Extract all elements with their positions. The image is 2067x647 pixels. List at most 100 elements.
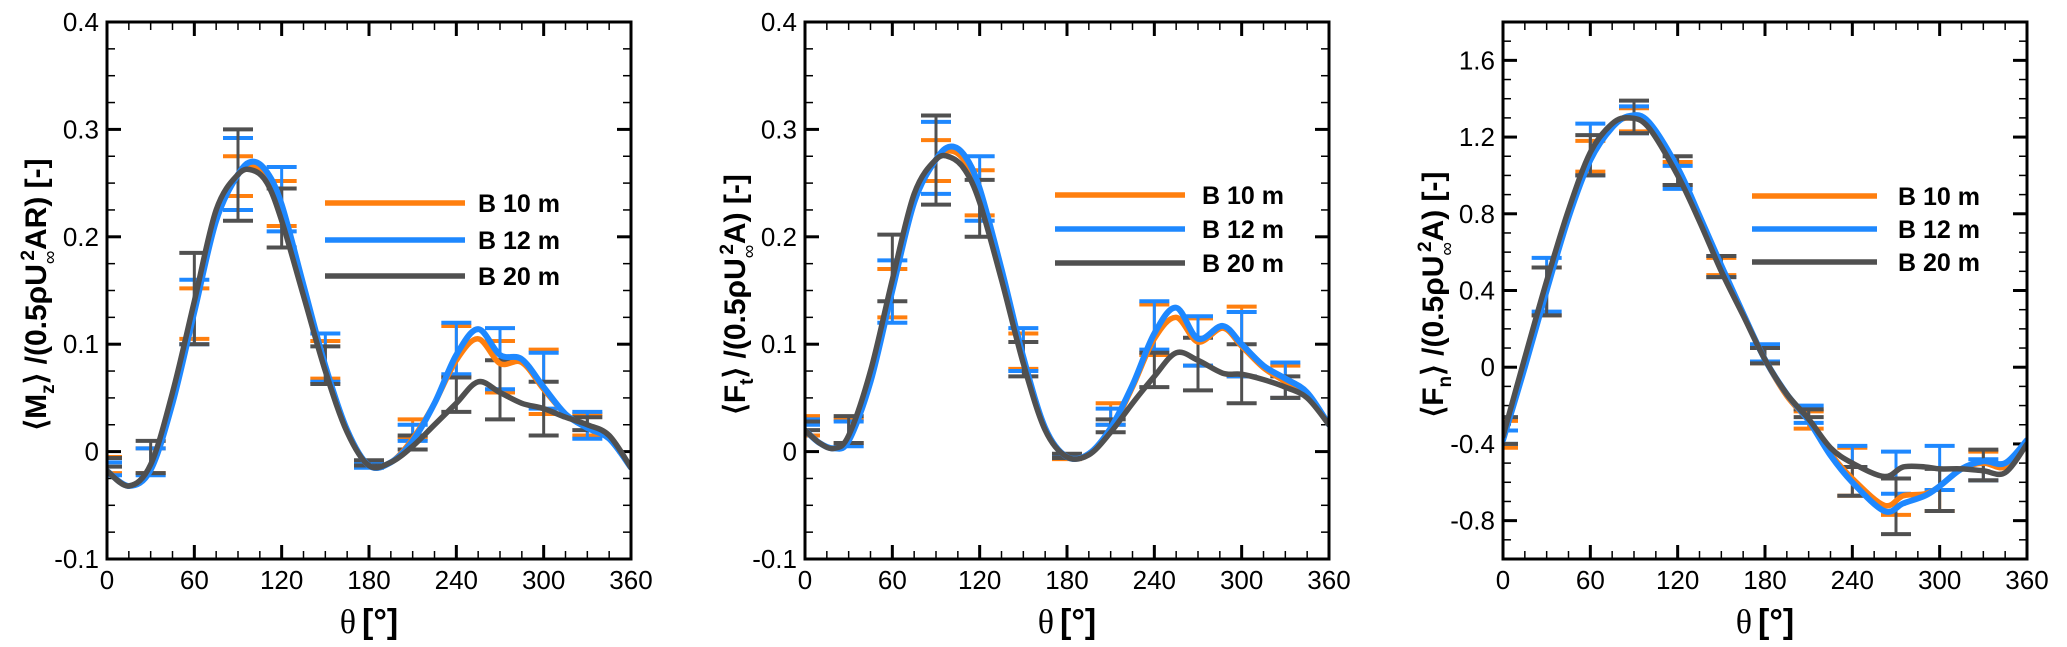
- legend: B 10 m B 12 m B 20 m: [1752, 183, 1980, 277]
- y-tick-label: -0.4: [1450, 429, 1495, 459]
- panel-mz: 0 60 120 180 240 300 360-0.100.10.20.30.4θ [°]⟨…: [18, 7, 653, 641]
- legend-label: B 20 m: [478, 263, 560, 291]
- x-tick-label: 180: [1045, 565, 1088, 595]
- x-axis-label: θ [°]: [1736, 603, 1795, 641]
- x-axis-label: θ [°]: [340, 603, 399, 641]
- panel-ft: 0 60 120 180 240 300 360-0.100.10.20.30.4θ [°]⟨…: [717, 7, 1351, 641]
- y-label-superscript: 2: [18, 250, 39, 261]
- x-tick-label: 360: [609, 565, 652, 595]
- x-tick-label: 240: [435, 565, 478, 595]
- y-label-subscript: n: [1435, 376, 1456, 388]
- y-label-subscript-inf: ∞: [739, 245, 760, 259]
- legend-label: B 10 m: [1202, 182, 1284, 210]
- errorbars-b-20-m: [805, 113, 1301, 461]
- y-tick-label: 0: [783, 437, 797, 467]
- axes: 0 60 120 180 240 300 360-0.100.10.20.30.4θ [°]⟨…: [717, 7, 1351, 641]
- x-axis-label-symbol: θ: [340, 604, 356, 641]
- y-tick-label: 0.3: [761, 114, 797, 144]
- panel-fn: 0 60 120 180 240 300 360 -0.8 -0.4 0 0.4 0.8 1.2 1.6 θ…: [1415, 20, 2049, 641]
- legend: B 10 m B 12 m B 20 m: [1055, 182, 1284, 278]
- y-label-subscript: z: [38, 384, 59, 394]
- y-label-part: ⟨F: [719, 385, 752, 415]
- legend-label: B 12 m: [1898, 216, 1980, 244]
- axes: 0 60 120 180 240 300 360 -0.8 -0.4 0 0.4 0.8 1.2 1.6 θ…: [1415, 21, 2049, 641]
- x-tick-label: 180: [347, 565, 390, 595]
- x-tick-label: 300: [1220, 565, 1263, 595]
- x-tick-label: 0: [1496, 565, 1510, 595]
- y-tick-label: 0.1: [761, 329, 797, 359]
- y-tick-label: 0: [1481, 352, 1495, 382]
- plot-area: [1503, 98, 2027, 537]
- axes: 0 60 120 180 240 300 360-0.100.10.20.30.4θ [°]⟨…: [18, 7, 653, 641]
- series-line-b-20-m: [107, 166, 631, 489]
- plot-area: [107, 127, 631, 489]
- y-label-part: ⟨F: [1417, 387, 1450, 417]
- y-tick-label: 0.2: [63, 222, 99, 252]
- y-axis-label: ⟨Fn⟩ /(0.5ρU∞2A) [-]: [1415, 171, 1458, 417]
- plot-frame: [1501, 20, 2029, 561]
- x-tick-label: 300: [522, 565, 565, 595]
- y-tick-label: 1.6: [1459, 45, 1495, 75]
- y-tick-label: 0.2: [761, 222, 797, 252]
- x-tick-label: 180: [1743, 565, 1786, 595]
- y-tick-label: -0.1: [54, 544, 99, 574]
- legend: B 10 m B 12 m B 20 m: [325, 190, 560, 291]
- y-tick-label: 0.1: [63, 329, 99, 359]
- errorbars-b-12-m: [1503, 104, 1999, 496]
- x-tick-label: 240: [1133, 565, 1176, 595]
- y-label-superscript: 2: [717, 244, 738, 255]
- series-line-b-20-m: [1503, 114, 2027, 480]
- y-label-subscript-inf: ∞: [40, 251, 61, 265]
- x-tick-label: 360: [1307, 565, 1350, 595]
- y-label-part: ⟨M: [20, 394, 53, 431]
- y-tick-label: 0.4: [761, 7, 797, 37]
- x-tick-label: 0: [100, 565, 114, 595]
- y-tick-label: 0: [85, 437, 99, 467]
- series-line-b-20-m: [805, 152, 1329, 462]
- y-label-part: ⟩ /(0.5ρU: [20, 264, 53, 384]
- x-tick-label: 0: [798, 565, 812, 595]
- x-tick-label: 120: [1656, 565, 1699, 595]
- legend-label: B 12 m: [1202, 216, 1284, 244]
- y-axis-label: ⟨Mz⟩ /(0.5ρU∞2AR) [-]: [18, 158, 61, 430]
- y-tick-label: 0.8: [1459, 199, 1495, 229]
- legend-label: B 12 m: [478, 227, 560, 255]
- y-label-part: ⟩ /(0.5ρU: [1417, 256, 1450, 376]
- x-axis-label-unit: [°]: [1758, 603, 1794, 641]
- x-tick-label: 240: [1831, 565, 1874, 595]
- x-axis-label-symbol: θ: [1736, 604, 1752, 641]
- y-label-part: A) [-]: [1417, 171, 1450, 241]
- legend-label: B 10 m: [1898, 183, 1980, 211]
- y-label-subscript-inf: ∞: [1437, 242, 1458, 256]
- x-axis-label-symbol: θ: [1038, 604, 1054, 641]
- y-tick-label: 0.4: [63, 7, 99, 37]
- x-axis-label-unit: [°]: [362, 603, 398, 641]
- y-label-part: A) [-]: [719, 174, 752, 244]
- plot-area: [805, 113, 1329, 463]
- errorbars-b-12-m: [805, 119, 1301, 461]
- y-tick-label: -0.8: [1450, 506, 1495, 536]
- x-axis-label-unit: [°]: [1060, 603, 1096, 641]
- legend-label: B 20 m: [1202, 250, 1284, 278]
- plot-frame: [803, 20, 1331, 561]
- y-label-part: AR) [-]: [20, 158, 53, 250]
- y-axis-label: ⟨Ft⟩ /(0.5ρU∞2A) [-]: [717, 174, 760, 415]
- x-tick-label: 60: [1576, 565, 1605, 595]
- plot-frame: [105, 20, 633, 561]
- x-tick-label: 120: [958, 565, 1001, 595]
- y-label-part: ⟩ /(0.5ρU: [719, 258, 752, 378]
- x-axis-label: θ [°]: [1038, 603, 1097, 641]
- x-tick-label: 120: [260, 565, 303, 595]
- x-tick-label: 300: [1918, 565, 1961, 595]
- x-tick-label: 60: [180, 565, 209, 595]
- y-tick-label: -0.1: [752, 544, 797, 574]
- y-tick-label: 0.3: [63, 114, 99, 144]
- y-tick-label: 0.4: [1459, 276, 1495, 306]
- x-tick-label: 360: [2005, 565, 2048, 595]
- y-label-subscript: t: [737, 378, 758, 385]
- y-tick-label: 1.2: [1459, 122, 1495, 152]
- legend-label: B 20 m: [1898, 249, 1980, 277]
- y-label-superscript: 2: [1415, 241, 1436, 252]
- x-tick-label: 60: [878, 565, 907, 595]
